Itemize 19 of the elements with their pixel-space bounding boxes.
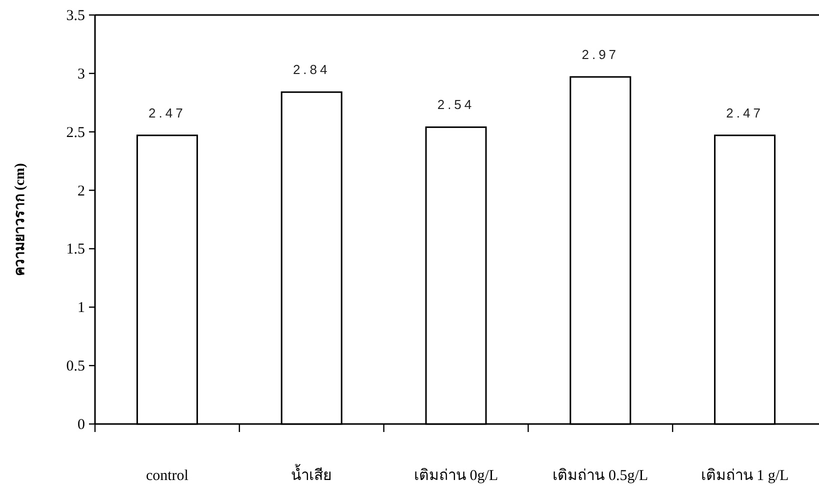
- y-tick-label: 0.5: [66, 358, 85, 375]
- data-label: 2.54: [437, 97, 475, 112]
- x-tick-label: control: [146, 468, 188, 484]
- x-tick-label: น้ำเสีย: [291, 464, 332, 484]
- y-tick-label: 2.5: [66, 124, 85, 141]
- x-tick-label: เติมถ่าน 0.5g/L: [552, 467, 648, 484]
- data-label: 2.47: [148, 105, 186, 120]
- y-tick-label: 1: [78, 300, 85, 316]
- y-tick-label: 3.5: [66, 8, 85, 24]
- data-label: 2.47: [726, 105, 764, 120]
- y-tick-label: 3: [78, 66, 85, 82]
- data-label: 2.84: [292, 62, 330, 78]
- y-tick-label: 0: [78, 417, 85, 433]
- data-label: 2.97: [582, 46, 620, 62]
- y-tick-label: 1.5: [66, 242, 85, 258]
- x-tick-label: เติมถ่าน 0g/L: [414, 467, 498, 484]
- x-tick-label: เติมถ่าน 1 g/L: [700, 467, 789, 484]
- y-axis-title: ความยาวราก (cm): [13, 162, 28, 276]
- y-tick-label: 2: [78, 183, 85, 200]
